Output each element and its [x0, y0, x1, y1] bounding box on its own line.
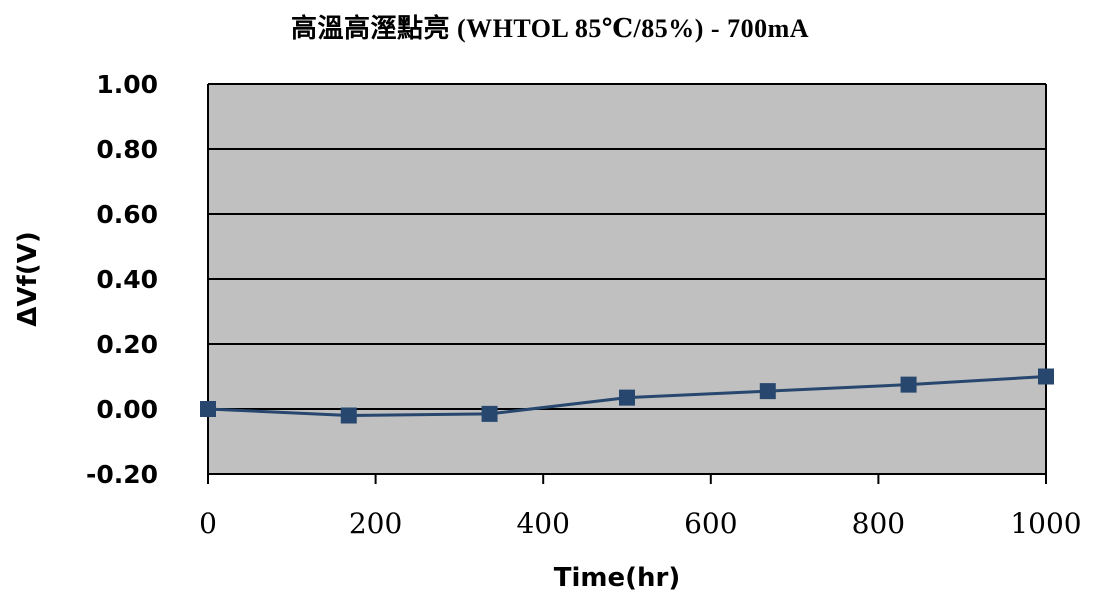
series-layer: [200, 368, 1054, 424]
y-tick-label: 0.80: [96, 135, 158, 164]
data-point-marker: [900, 376, 917, 393]
x-tick-label: 200: [349, 507, 402, 540]
x-tick-label: 400: [516, 507, 569, 540]
x-axis-title: Time(hr): [554, 563, 680, 593]
data-point-marker: [619, 389, 635, 406]
y-tick-label: 0.20: [96, 330, 158, 359]
y-axis-title: ΔVf(V): [13, 231, 43, 326]
data-point-marker: [200, 401, 216, 417]
y-tick-label: 0.60: [96, 200, 158, 229]
y-tick-labels: 1.00 0.80 0.60 0.40 0.20 0.00 -0.20: [86, 70, 158, 489]
y-tick-label: 0.40: [96, 265, 158, 294]
y-tick-label: 1.00: [96, 70, 158, 99]
chart-title: 高溫高溼點亮 (WHTOL 85℃/85%) - 700mA: [290, 14, 809, 43]
x-tick-label: 600: [684, 507, 737, 540]
x-tick-label: 1000: [1010, 507, 1081, 540]
x-tick-label: 0: [199, 507, 217, 540]
data-point-marker: [340, 407, 357, 424]
y-tick-label: -0.20: [86, 460, 158, 489]
data-point-marker: [481, 405, 498, 422]
data-point-marker: [1038, 368, 1054, 385]
x-tick-label: 800: [852, 507, 905, 540]
x-tick-labels: 0 200 400 600 800 1000: [199, 507, 1082, 540]
y-tick-label: 0.00: [96, 395, 158, 424]
data-point-marker: [759, 383, 776, 400]
